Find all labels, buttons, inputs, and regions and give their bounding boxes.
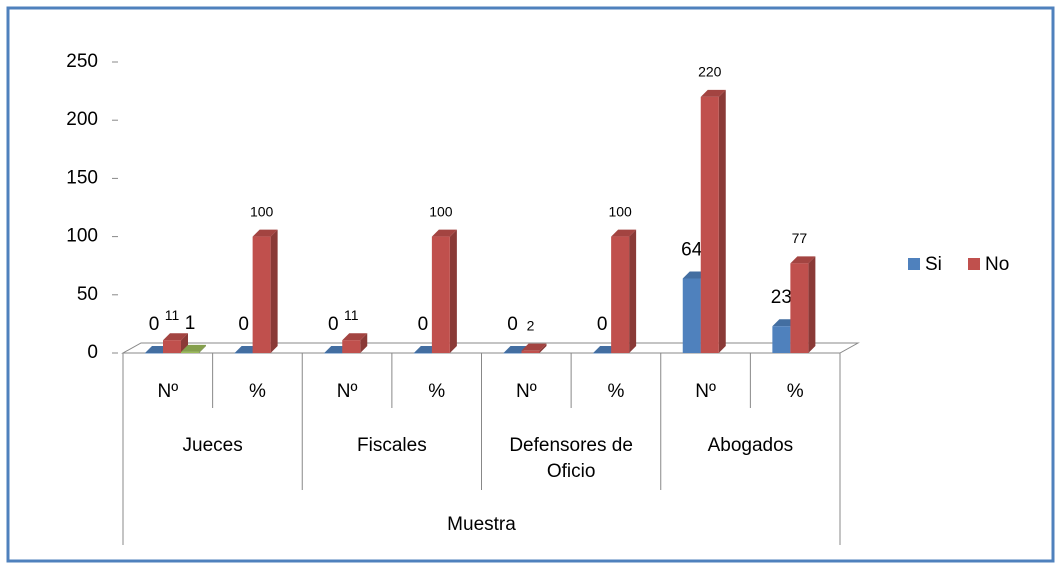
bar-side	[181, 333, 188, 353]
data-label: 11	[165, 307, 180, 323]
bar	[772, 326, 791, 353]
data-label: 100	[250, 203, 274, 219]
data-label: 11	[344, 307, 359, 323]
group-label: Jueces	[182, 435, 243, 456]
y-tick-label: 250	[66, 51, 98, 72]
bar	[790, 263, 809, 353]
bar	[163, 340, 181, 353]
data-label: 2	[527, 317, 535, 333]
bar-top	[252, 229, 278, 237]
x-tick-label: Nº	[157, 381, 178, 402]
bar-side	[360, 333, 368, 353]
bar	[342, 340, 361, 353]
group-label: Fiscales	[357, 435, 427, 456]
bar-side	[718, 89, 726, 354]
bar	[503, 353, 522, 354]
data-label: 1	[185, 313, 196, 334]
data-label: 220	[698, 64, 722, 80]
x-tick-label: Nº	[516, 381, 537, 402]
legend-swatch	[968, 258, 980, 270]
bar-side	[199, 344, 206, 353]
bar-top	[790, 256, 816, 264]
y-tick-label: 50	[77, 284, 98, 305]
bar-top	[342, 333, 368, 341]
x-tick-label: %	[249, 381, 266, 402]
bar	[252, 236, 271, 353]
bar-side	[539, 343, 547, 353]
bar	[145, 353, 163, 354]
data-label: 0	[507, 314, 518, 335]
y-tick-label: 100	[66, 226, 98, 247]
data-label: 64	[681, 240, 703, 261]
bar	[324, 353, 343, 354]
x-axis-title: Muestra	[447, 514, 516, 535]
bar	[431, 236, 450, 353]
bar	[181, 351, 199, 353]
bar-top	[521, 343, 547, 351]
bar	[700, 96, 719, 354]
bar-top	[700, 89, 726, 97]
y-tick-label: 150	[66, 167, 98, 188]
x-tick-label: %	[428, 381, 445, 402]
x-tick-label: Nº	[337, 381, 358, 402]
x-tick-label: %	[607, 381, 624, 402]
data-label: 0	[328, 314, 339, 335]
data-label: 0	[597, 314, 608, 335]
legend-label: Si	[925, 254, 942, 275]
legend-swatch	[908, 258, 920, 270]
group-label: Defensores de Oficio	[509, 435, 633, 482]
bar-side	[629, 229, 637, 353]
data-label: 0	[149, 314, 160, 335]
bar-top	[163, 333, 188, 341]
bar	[682, 278, 701, 353]
bar-top	[181, 344, 206, 352]
bar-side	[270, 229, 278, 353]
y-tick-label: 0	[87, 342, 98, 363]
bar-top	[431, 229, 457, 237]
bar	[611, 236, 630, 353]
data-label: 23	[771, 287, 792, 308]
bar	[521, 350, 540, 353]
data-label: 100	[608, 203, 632, 219]
floor	[121, 342, 860, 354]
legend-label: No	[985, 254, 1009, 275]
bar	[234, 353, 253, 354]
bar	[413, 353, 432, 354]
y-tick-label: 200	[66, 109, 98, 130]
group-label: Abogados	[707, 435, 794, 456]
bar-top	[611, 229, 637, 237]
data-label: 100	[429, 203, 453, 219]
x-tick-label: %	[787, 381, 804, 402]
bar-side	[808, 256, 816, 353]
data-label: 77	[792, 230, 808, 246]
frame	[6, 6, 1055, 563]
data-label: 0	[418, 314, 429, 335]
x-tick-label: Nº	[695, 381, 716, 402]
bar-side	[449, 229, 457, 353]
bar	[593, 353, 612, 354]
data-label: 0	[238, 314, 249, 335]
